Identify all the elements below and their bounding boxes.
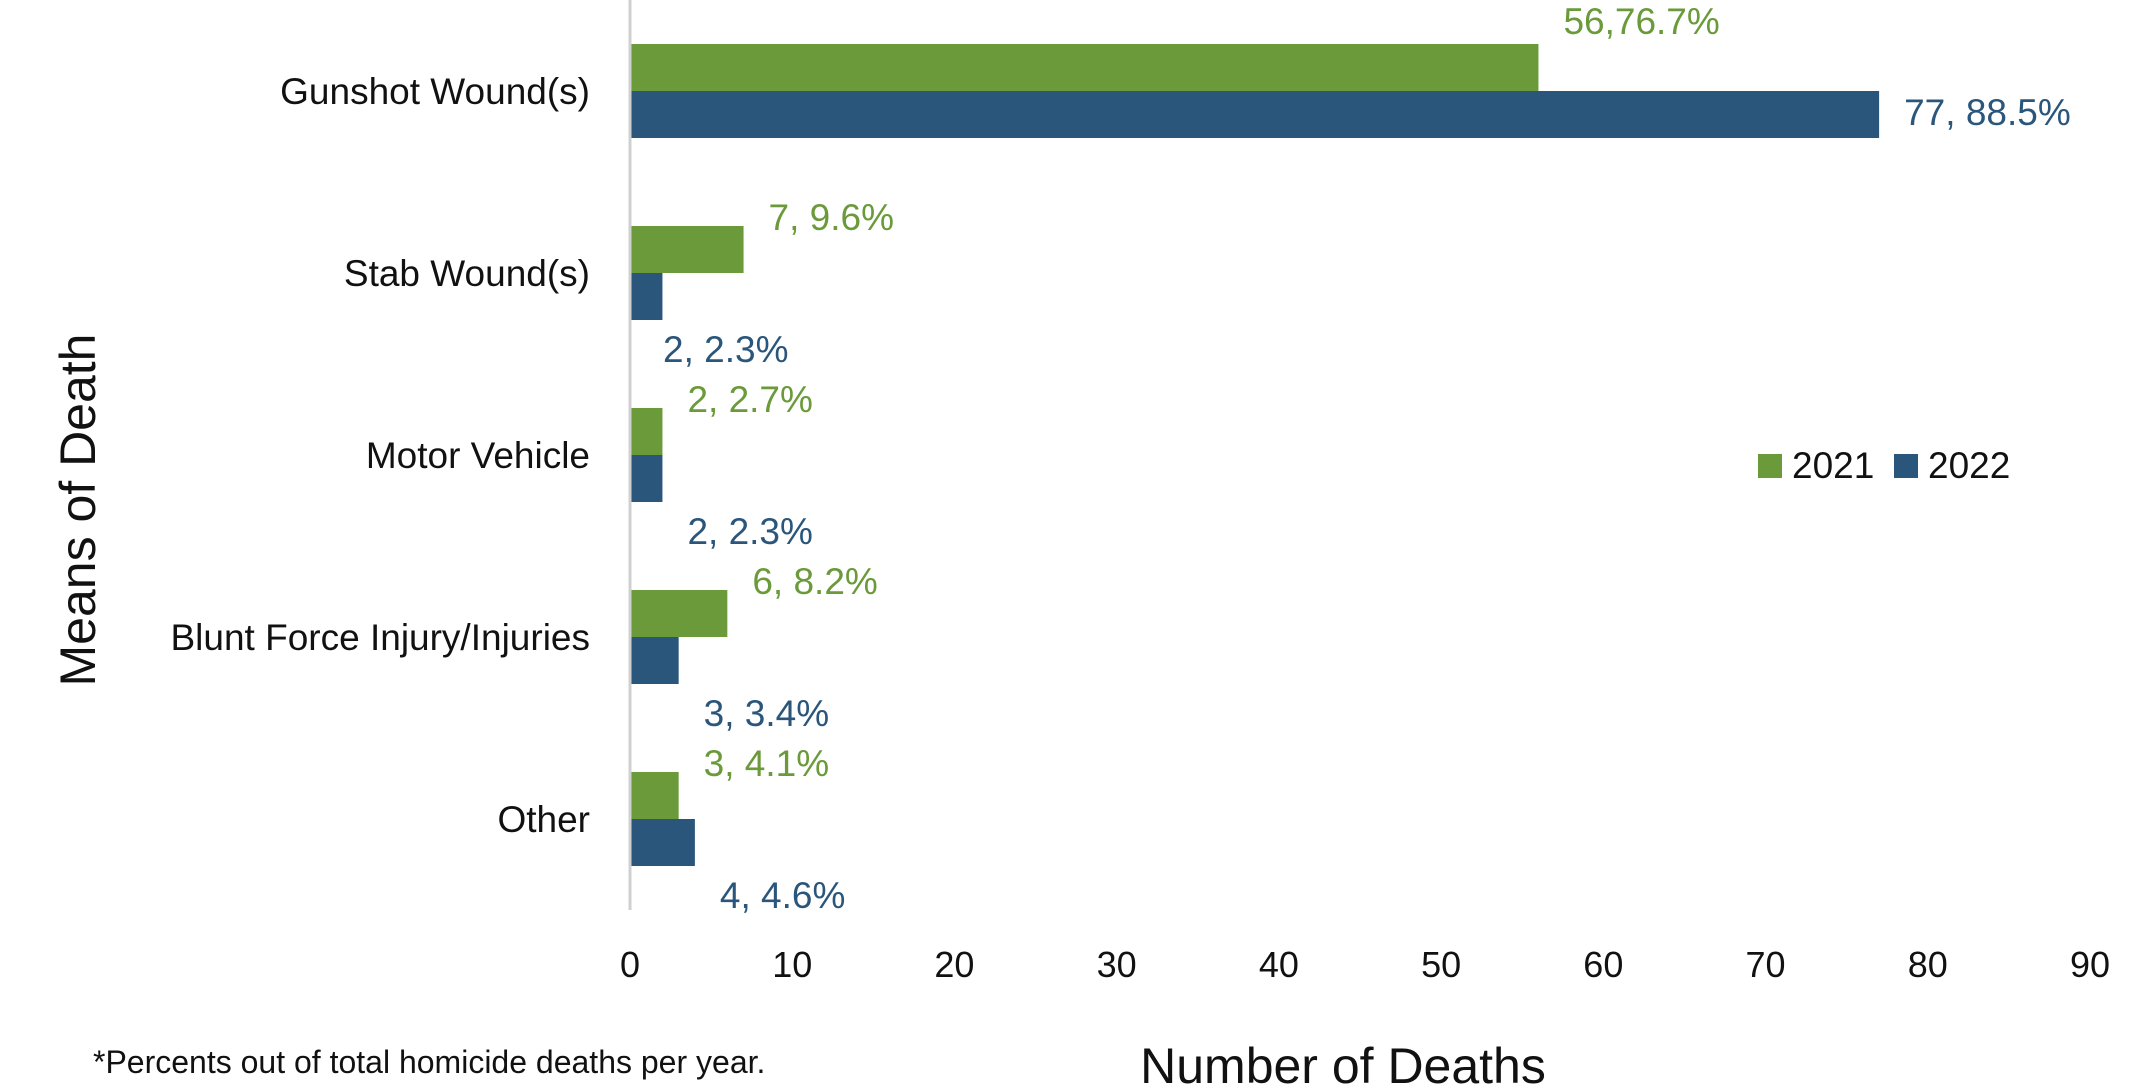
- x-tick-label: 60: [1583, 944, 1623, 985]
- legend-swatch-2022: [1894, 454, 1918, 478]
- bar-2022-4: [630, 819, 695, 866]
- bar-2022-1: [630, 273, 663, 320]
- legend-label-2022: 2022: [1928, 445, 2010, 486]
- data-labels: 56,76.7% 77, 88.5% 7, 9.6% 2, 2.3% 2, 2.7% 2,…: [663, 1, 2071, 916]
- data-label-2021-0: 56,76.7%: [1563, 1, 1719, 42]
- footnote: *Percents out of total homicide deaths p…: [93, 1044, 765, 1080]
- bars-layer: [630, 44, 1880, 866]
- legend-swatch-2021: [1758, 454, 1782, 478]
- x-tick-label: 10: [772, 944, 812, 985]
- bar-2021-0: [630, 44, 1539, 91]
- y-axis-title: Means of Death: [50, 334, 106, 687]
- bar-2022-2: [630, 455, 663, 502]
- legend-label-2021: 2021: [1792, 445, 1874, 486]
- bar-2021-2: [630, 408, 663, 455]
- category-label: Gunshot Wound(s): [280, 71, 590, 112]
- bar-2022-3: [630, 637, 679, 684]
- x-axis-title: Number of Deaths: [1140, 1038, 1546, 1090]
- category-label: Stab Wound(s): [344, 253, 590, 294]
- bar-2022-0: [630, 91, 1880, 138]
- x-tick-label: 70: [1746, 944, 1786, 985]
- data-label-2021-2: 2, 2.7%: [687, 379, 812, 420]
- category-label: Blunt Force Injury/Injuries: [170, 617, 590, 658]
- x-tick-label: 30: [1097, 944, 1137, 985]
- data-label-2021-3: 6, 8.2%: [752, 561, 877, 602]
- category-labels: Gunshot Wound(s) Stab Wound(s) Motor Vehic…: [170, 71, 590, 840]
- bar-2021-4: [630, 772, 679, 819]
- x-tick-label: 90: [2070, 944, 2110, 985]
- legend: 2021 2022: [1758, 445, 2010, 486]
- data-label-2021-4: 3, 4.1%: [704, 743, 829, 784]
- category-label: Other: [497, 799, 590, 840]
- data-label-2022-1: 2, 2.3%: [663, 329, 788, 370]
- x-tick-label: 80: [1908, 944, 1948, 985]
- x-tick-labels: 0 10 20 30 40 50 60 70 80 90: [620, 944, 2110, 985]
- bar-2021-3: [630, 590, 728, 637]
- data-label-2021-1: 7, 9.6%: [769, 197, 894, 238]
- category-label: Motor Vehicle: [366, 435, 590, 476]
- x-tick-label: 0: [620, 944, 640, 985]
- data-label-2022-4: 4, 4.6%: [720, 875, 845, 916]
- x-tick-label: 50: [1421, 944, 1461, 985]
- data-label-2022-0: 77, 88.5%: [1904, 92, 2071, 133]
- data-label-2022-3: 3, 3.4%: [704, 693, 829, 734]
- x-tick-label: 40: [1259, 944, 1299, 985]
- data-label-2022-2: 2, 2.3%: [687, 511, 812, 552]
- bar-2021-1: [630, 226, 744, 273]
- x-tick-label: 20: [934, 944, 974, 985]
